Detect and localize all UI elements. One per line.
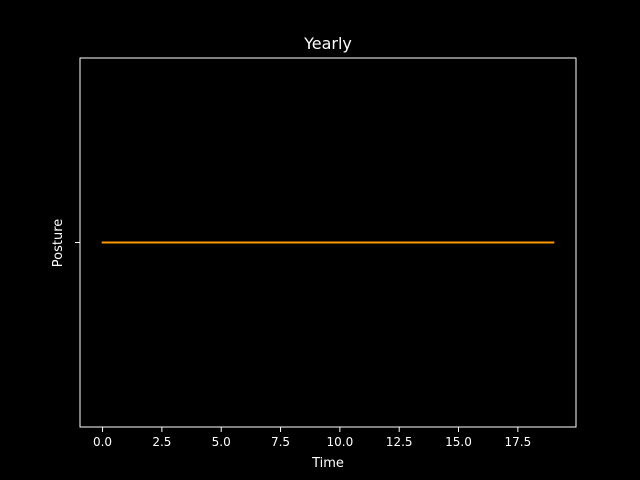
series-point (362, 241, 365, 244)
series-point (291, 241, 294, 244)
series-point (410, 241, 412, 244)
series-point (315, 241, 317, 244)
x-tick-label: 7.5 (271, 435, 290, 449)
series-point (149, 241, 151, 244)
x-tick-label: 15.0 (445, 435, 472, 449)
x-tick-label: 12.5 (386, 435, 413, 449)
series-point (339, 241, 341, 244)
x-tick-label: 17.5 (504, 435, 531, 449)
x-axis: 0.0 2.5 5.0 7.5 10.0 12.5 15.0 17.5 (93, 427, 531, 449)
x-axis-label: Time (311, 456, 344, 471)
series-point (552, 241, 555, 244)
series-point (386, 241, 389, 244)
series-point (172, 241, 175, 244)
series-point (125, 241, 128, 244)
chart-title: Yearly (303, 34, 352, 53)
series-point (101, 241, 104, 244)
x-tick-label: 0.0 (93, 435, 112, 449)
series-point (457, 241, 460, 244)
series-point (433, 241, 436, 244)
series-point (528, 241, 531, 244)
y-axis-label: Posture (51, 219, 66, 268)
series-point (244, 241, 246, 244)
x-tick-label: 2.5 (152, 435, 171, 449)
series-point (196, 241, 199, 244)
x-tick-label: 5.0 (212, 435, 231, 449)
series-point (505, 241, 507, 244)
series-point (481, 241, 484, 244)
series-point (220, 241, 223, 244)
series-point (267, 241, 270, 244)
x-tick-label: 10.0 (327, 435, 354, 449)
series-layer (101, 241, 555, 244)
